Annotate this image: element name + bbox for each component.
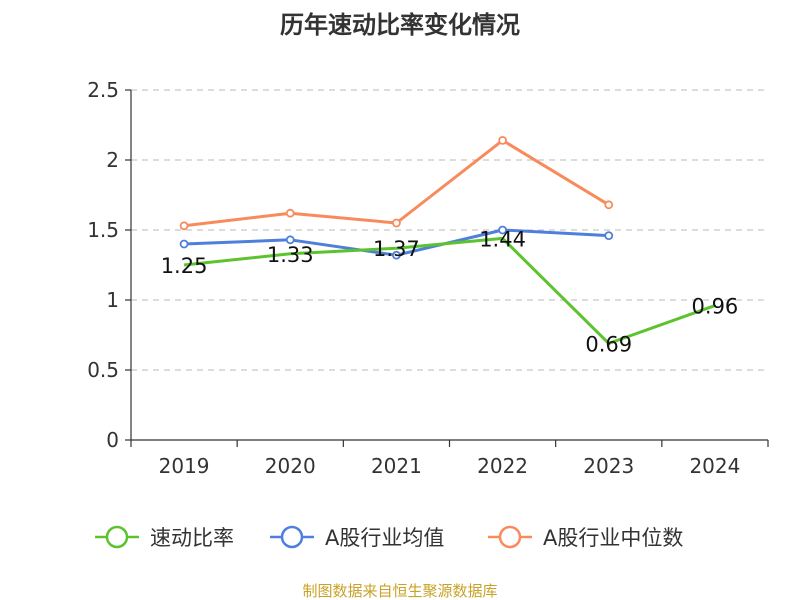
x-tick-label: 2021 (371, 454, 422, 478)
axes (130, 90, 768, 441)
legend: 速动比率 A股行业均值 A股行业中位数 (95, 525, 683, 550)
series-point (604, 200, 614, 210)
series-point (392, 218, 401, 228)
chart-title: 历年速动比率变化情况 (280, 11, 520, 39)
y-axis-ticks: 0 0.5 1 1.5 2 2.5 (87, 78, 131, 452)
data-labels: 1.25 1.33 1.37 1.44 0.69 0.96 (161, 227, 739, 356)
x-tick-label: 2020 (265, 454, 316, 478)
legend-swatch-marker (498, 525, 522, 549)
series-line (183, 138, 610, 228)
data-label: 1.37 (373, 237, 420, 261)
x-axis-ticks: 2019 2020 2021 2022 2023 2024 (130, 440, 769, 478)
source-note: 制图数据来自恒生聚源数据库 (302, 582, 497, 600)
data-label: 1.44 (479, 227, 526, 251)
series-line (183, 236, 716, 345)
legend-label: 速动比率 (150, 526, 234, 550)
series-point (498, 225, 507, 235)
series-point (604, 231, 614, 241)
series-point (285, 235, 295, 245)
series-point (179, 239, 189, 249)
y-tick-label: 0 (106, 428, 119, 452)
series-point (285, 208, 295, 218)
x-tick-label: 2024 (689, 454, 740, 478)
x-tick-label: 2019 (159, 454, 210, 478)
y-tick-label: 2 (106, 148, 119, 172)
x-tick-label: 2023 (583, 454, 634, 478)
y-tick-label: 0.5 (87, 358, 119, 382)
y-tick-label: 2.5 (87, 78, 119, 102)
series-point (179, 221, 189, 231)
series-point (498, 135, 507, 145)
data-label: 1.25 (161, 254, 208, 278)
grid-lines (131, 89, 768, 371)
series-point (392, 250, 401, 260)
y-tick-label: 1 (106, 288, 119, 312)
data-label: 0.96 (692, 295, 739, 319)
legend-label: A股行业均值 (325, 526, 444, 550)
legend-swatch-marker (105, 525, 129, 549)
legend-swatch-marker (280, 525, 304, 549)
x-tick-label: 2022 (477, 454, 528, 478)
data-label: 1.33 (267, 243, 314, 267)
y-tick-label: 1.5 (87, 218, 119, 242)
series-group (179, 135, 716, 345)
legend-label: A股行业中位数 (543, 526, 683, 550)
data-label: 0.69 (585, 332, 632, 356)
